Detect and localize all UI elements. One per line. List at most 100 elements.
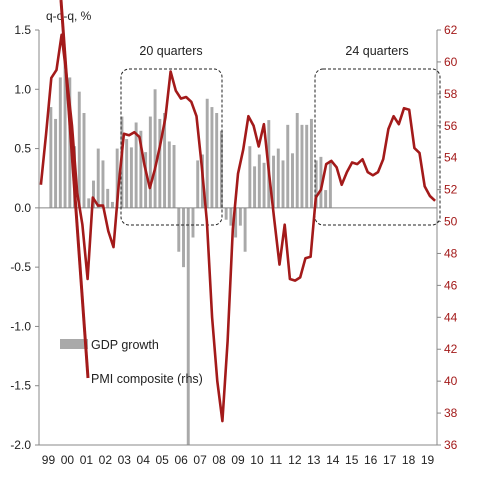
gdp-bar [219,130,223,208]
gdp-bar [243,207,247,252]
right-tick-label: 38 [444,406,458,420]
right-tick-label: 46 [444,278,458,292]
gdp-bar [54,118,58,208]
gdp-bar [281,160,285,208]
right-tick-label: 42 [444,342,458,356]
gdp-bar [158,118,162,208]
gdp-bar [319,156,323,208]
annotation-box-24-quarters [314,68,441,226]
gdp-bar [96,148,100,208]
gdp-bar [328,160,332,208]
pmi-composite-line [39,33,436,423]
x-tick-label: 02 [99,453,113,467]
x-tick-label: 14 [326,453,340,467]
left-tick-label: -1.0 [10,319,31,333]
gdp-bar [309,118,313,208]
gdp-bar [291,153,294,208]
right-tick-label: 58 [444,87,458,101]
gdp-bar [224,207,228,220]
gdp-bar [257,154,261,208]
gdp-bar [262,162,266,208]
gdp-bar [196,160,200,208]
gdp-bar [300,124,304,208]
gdp-bar [163,113,167,208]
gdp-bar [238,207,242,226]
y-unit-label: q-o-q, % [46,9,92,23]
gdp-bar [92,180,95,208]
x-axis-labels: 99 00 01 02 03 04 05 06 07 08 09 10 11 12 13 14 15 16 17 18… [42,453,435,467]
right-tick-label: 62 [444,23,458,37]
x-tick-label: 08 [212,453,226,467]
legend-gdp-swatch [60,339,88,349]
gdp-bar [144,152,148,208]
gdp-bar [49,107,53,208]
x-tick-label: 16 [364,453,378,467]
gdp-bar [125,139,129,208]
gdp-bar [139,130,143,208]
right-axis-ticks: 62 60 58 56 54 52 50 48 46 44 42 40 38 36 [437,23,458,452]
right-tick-label: 56 [444,119,458,133]
gdp-bar [234,207,238,238]
gdp-bar [148,116,152,208]
gdp-bar [58,77,62,208]
legend-pmi-swatch [59,0,90,379]
gdp-bar [305,124,309,208]
x-tick-label: 19 [421,453,435,467]
left-tick-label: -1.5 [10,379,31,393]
gdp-bar [134,122,138,208]
right-tick-label: 36 [444,438,458,452]
x-tick-label: 01 [80,453,94,467]
gdp-bar [191,207,195,238]
x-tick-label: 00 [61,453,75,467]
annotation-24-quarters: 24 quarters [345,44,408,58]
gdp-bar [215,113,219,208]
x-tick-label: 18 [402,453,416,467]
x-tick-label: 15 [345,453,359,467]
right-tick-label: 40 [444,374,458,388]
right-tick-label: 48 [444,246,458,260]
gdp-bars [49,56,332,445]
gdp-bar [167,141,171,208]
annotation-20-quarters: 20 quarters [139,44,202,58]
x-tick-label: 13 [307,453,321,467]
gdp-bar [177,207,181,252]
gdp-bar [205,98,209,208]
gdp-bar [77,91,81,208]
left-tick-label: -2.0 [10,438,31,452]
gdp-bar [172,145,176,208]
right-tick-label: 60 [444,55,458,69]
gdp-bar [82,113,86,208]
gdp-bar [182,207,185,268]
gdp-bar [253,166,257,208]
gdp-bar [129,147,133,208]
gdp-bar [63,56,67,208]
x-tick-label: 04 [137,453,151,467]
left-tick-label: 0.5 [14,142,31,156]
gdp-bar [110,201,114,208]
gdp-bar [210,107,214,208]
left-tick-label: 1.0 [14,82,31,96]
gdp-bar [248,146,252,208]
left-tick-label: -0.5 [10,260,31,274]
x-tick-label: 99 [42,453,56,467]
legend-gdp-label: GDP growth [91,338,159,352]
right-tick-label: 44 [444,310,458,324]
x-tick-label: 09 [231,453,245,467]
gdp-bar [115,148,119,208]
gdp-bar [87,198,91,208]
gdp-bar [324,190,328,208]
gdp-bar [106,188,110,208]
right-tick-label: 54 [444,151,458,165]
gdp-bar [101,160,105,208]
gdp-bar [295,113,299,208]
gdp-bar [186,207,190,445]
legend-pmi-label: PMI composite (rhs) [91,372,203,386]
x-tick-label: 17 [383,453,397,467]
legend: GDP growth PMI composite (rhs) [59,0,203,386]
gdp-bar [314,160,318,208]
gdp-bar [272,155,276,208]
right-tick-label: 52 [444,183,458,197]
x-tick-label: 10 [250,453,264,467]
x-tick-label: 07 [193,453,207,467]
